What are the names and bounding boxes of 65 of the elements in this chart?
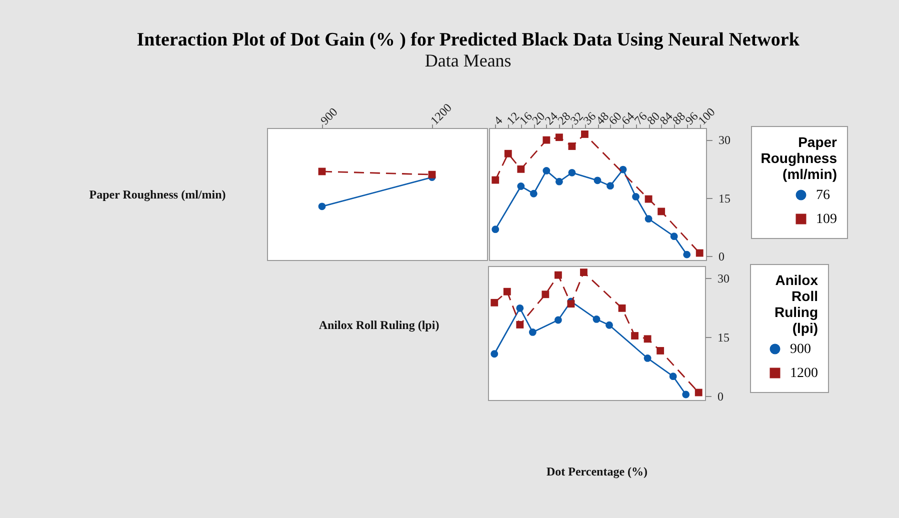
y-axis-title: Anilox Roll Ruling (lpi) [318,318,440,332]
y-tick-label: 30 [718,271,730,286]
legend-title: Anilox Roll Ruling (lpi) [774,272,818,336]
point [490,298,498,306]
point [504,150,512,158]
point [694,388,702,396]
chart-subtitle: Data Means [424,50,512,70]
point [644,195,652,203]
point [644,354,652,362]
point [528,328,536,336]
y-tick-label: 15 [718,330,730,344]
point [516,304,524,312]
legend-title: Paper Roughness (ml/min) [760,134,838,182]
point [683,250,691,258]
point [530,190,538,198]
x-tick-label: 900 [318,104,340,128]
point [592,316,600,323]
x-axis-title: Dot Percentage (%) [546,464,648,478]
point [631,332,638,340]
point [669,372,677,380]
point [542,167,550,174]
point [606,182,614,190]
point [632,193,640,200]
point [503,288,511,296]
point [567,300,575,308]
point [568,168,576,176]
point [517,165,525,173]
point [492,226,500,234]
point [556,178,563,186]
chart-title: Interaction Plot of Dot Gain (% ) for Predicted Black Data Using Neural Network [136,29,800,50]
point [619,166,627,174]
point [658,208,666,216]
point [542,290,550,298]
point [581,130,588,138]
point [554,271,562,279]
point [516,321,524,328]
point [556,134,563,142]
legend-label: 76 [816,188,830,203]
y-tick-label: 30 [718,133,730,148]
point [318,202,326,210]
point [670,232,678,240]
legend-label: 1200 [790,366,818,381]
point [644,335,652,343]
y-axis-title: Paper Roughness (ml/min) [89,188,226,202]
point [580,268,588,276]
point [644,215,652,223]
point [656,347,664,354]
y-tick-label: 15 [718,191,730,206]
point [682,390,690,398]
point [606,321,613,329]
point [594,176,602,184]
point [696,249,704,257]
point [517,182,525,190]
point [542,136,550,144]
point [492,176,500,184]
legend-label: 109 [816,212,837,227]
point [618,304,626,312]
point [568,142,576,150]
point [428,170,436,178]
y-tick-label: 0 [718,390,724,404]
legend-label: 900 [790,342,811,357]
y-tick-label: 0 [718,250,724,264]
x-tick-label: 4 [490,113,506,128]
point [554,316,562,324]
point [490,350,498,358]
